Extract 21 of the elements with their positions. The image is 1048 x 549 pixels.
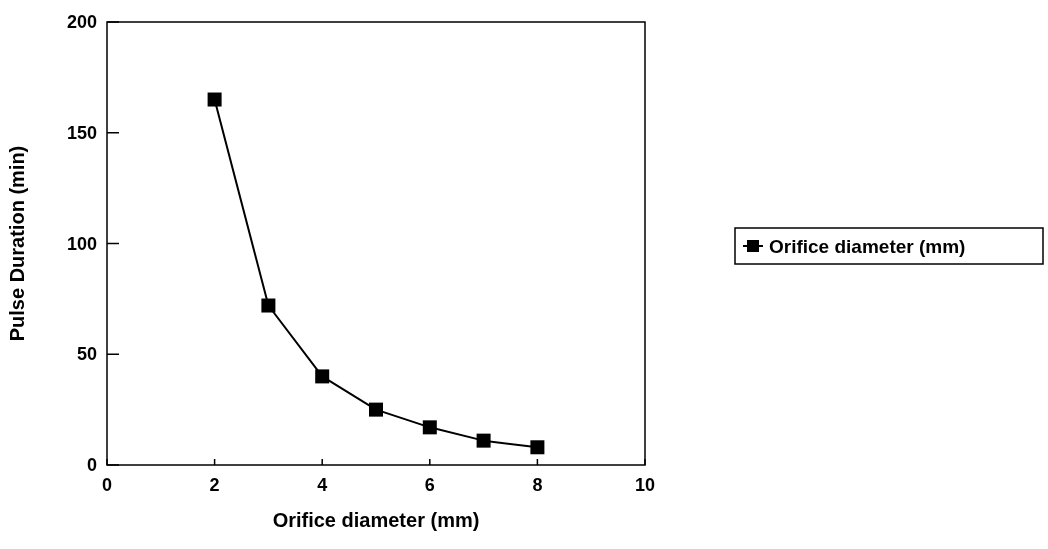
point	[369, 402, 383, 417]
x-tick-label: 0	[101, 475, 113, 495]
point	[476, 433, 491, 448]
x-tick-label: 8	[532, 475, 543, 495]
x-tick-label: 4	[317, 475, 328, 495]
x-tick-label: 6	[424, 475, 435, 495]
y-tick-label: 100	[66, 233, 97, 254]
y-tick-label: 0	[86, 455, 97, 475]
x-axis-title: Orifice diameter (mm)	[272, 509, 480, 531]
y-tick-label: 200	[66, 12, 97, 32]
point	[315, 369, 330, 384]
legend-label: Orifice diameter (mm)	[769, 236, 966, 257]
point	[261, 298, 276, 313]
x-tick-label: 10	[634, 475, 656, 495]
x-tick-label: 2	[209, 475, 220, 495]
point	[207, 92, 222, 107]
y-tick-label: 150	[66, 122, 97, 143]
y-axis-title: Pulse Duration (min)	[6, 145, 28, 342]
y-tick-label: 50	[76, 344, 97, 365]
point	[422, 420, 437, 435]
point	[530, 440, 545, 455]
